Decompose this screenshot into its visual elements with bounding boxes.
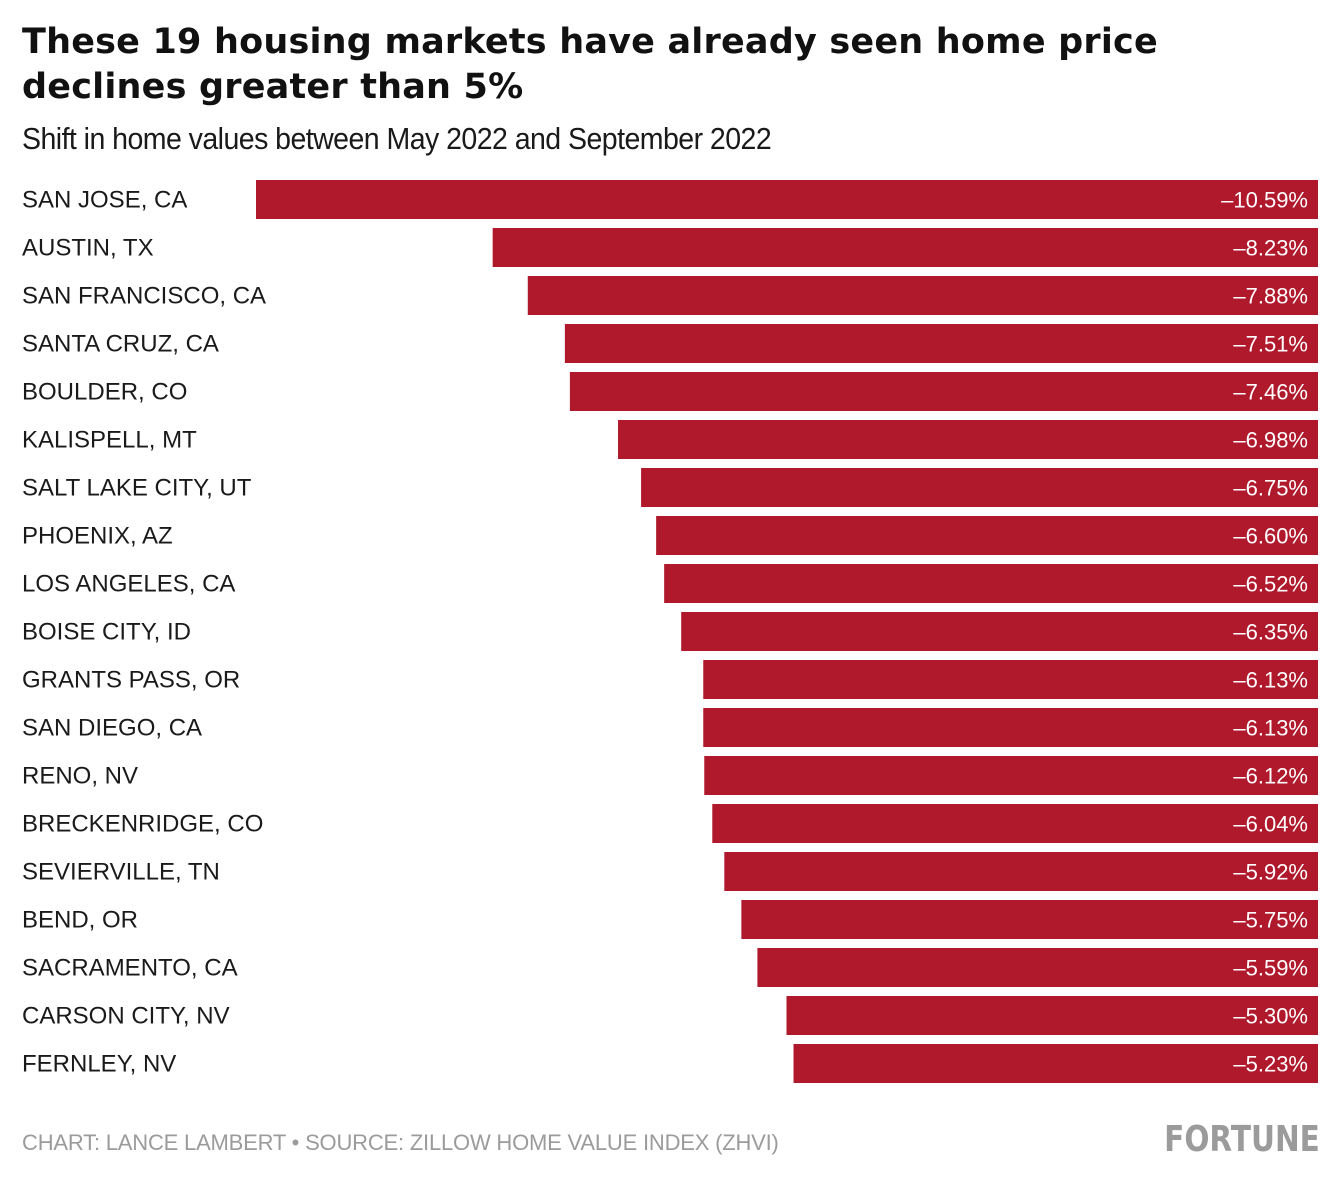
value-label-reno-nv: –6.12%: [1233, 764, 1308, 789]
bar-san-diego-ca: [703, 708, 1318, 747]
category-label-carson-city-nv: CARSON CITY, NV: [22, 1003, 230, 1030]
value-label-breckenridge-co: –6.04%: [1233, 812, 1308, 837]
bar-bend-or: [741, 900, 1318, 939]
category-label-bend-or: BEND, OR: [22, 907, 138, 934]
category-label-san-diego-ca: SAN DIEGO, CA: [22, 715, 202, 742]
value-label-san-francisco-ca: –7.88%: [1233, 284, 1308, 309]
bar-santa-cruz-ca: [564, 324, 1318, 363]
category-label-grants-pass-or: GRANTS PASS, OR: [22, 667, 240, 694]
category-label-salt-lake-city-ut: SALT LAKE CITY, UT: [22, 475, 252, 502]
category-label-reno-nv: RENO, NV: [22, 763, 138, 790]
category-label-santa-cruz-ca: SANTA CRUZ, CA: [22, 331, 219, 358]
bar-austin-tx: [492, 228, 1318, 267]
value-label-phoenix-az: –6.60%: [1233, 524, 1308, 549]
value-label-boulder-co: –7.46%: [1233, 380, 1308, 405]
value-label-fernley-nv: –5.23%: [1233, 1052, 1308, 1077]
bar-boise-city-id: [681, 612, 1318, 651]
bar-san-jose-ca: [256, 180, 1318, 219]
bar-kalispell-mt: [618, 420, 1318, 459]
category-label-los-angeles-ca: LOS ANGELES, CA: [22, 571, 235, 598]
bar-breckenridge-co: [712, 804, 1318, 843]
category-label-boulder-co: BOULDER, CO: [22, 379, 187, 406]
category-label-san-jose-ca: SAN JOSE, CA: [22, 187, 187, 214]
value-label-san-diego-ca: –6.13%: [1233, 716, 1308, 741]
category-label-austin-tx: AUSTIN, TX: [22, 235, 154, 262]
bar-fernley-nv: [793, 1044, 1318, 1083]
category-labels: SAN JOSE, CA AUSTIN, TX SAN FRANCISCO, CA S…: [22, 187, 266, 1078]
category-label-san-francisco-ca: SAN FRANCISCO, CA: [22, 283, 266, 310]
category-label-sacramento-ca: SACRAMENTO, CA: [22, 955, 238, 982]
value-label-carson-city-nv: –5.30%: [1233, 1004, 1308, 1029]
value-label-santa-cruz-ca: –7.51%: [1233, 332, 1308, 357]
category-label-fernley-nv: FERNLEY, NV: [22, 1051, 176, 1078]
bars: [256, 180, 1318, 1083]
bar-sevierville-tn: [724, 852, 1318, 891]
bar-boulder-co: [569, 372, 1318, 411]
value-label-austin-tx: –8.23%: [1233, 236, 1308, 261]
bar-grants-pass-or: [703, 660, 1318, 699]
bar-los-angeles-ca: [664, 564, 1318, 603]
bar-reno-nv: [704, 756, 1318, 795]
value-label-salt-lake-city-ut: –6.75%: [1233, 476, 1308, 501]
value-label-bend-or: –5.75%: [1233, 908, 1308, 933]
value-label-san-jose-ca: –10.59%: [1221, 188, 1308, 213]
value-label-sevierville-tn: –5.92%: [1233, 860, 1308, 885]
bar-chart: SAN JOSE, CA AUSTIN, TX SAN FRANCISCO, CA S…: [22, 180, 1318, 1083]
value-labels: –10.59% –8.23% –7.88% –7.51% –7.46% –6.98% –6.…: [1221, 188, 1308, 1077]
bar-carson-city-nv: [786, 996, 1318, 1035]
category-label-sevierville-tn: SEVIERVILLE, TN: [22, 859, 220, 886]
chart-title: These 19 housing markets have already se…: [22, 22, 1158, 107]
category-label-boise-city-id: BOISE CITY, ID: [22, 619, 191, 646]
bar-san-francisco-ca: [527, 276, 1318, 315]
brand-logo: FORTUNE: [1164, 1119, 1320, 1160]
value-label-los-angeles-ca: –6.52%: [1233, 572, 1308, 597]
value-label-kalispell-mt: –6.98%: [1233, 428, 1308, 453]
category-label-phoenix-az: PHOENIX, AZ: [22, 523, 173, 550]
category-label-breckenridge-co: BRECKENRIDGE, CO: [22, 811, 263, 838]
value-label-boise-city-id: –6.35%: [1233, 620, 1308, 645]
value-label-sacramento-ca: –5.59%: [1233, 956, 1308, 981]
bar-sacramento-ca: [757, 948, 1318, 987]
chart-credit: CHART: LANCE LAMBERT • SOURCE: ZILLOW HO…: [22, 1130, 779, 1155]
category-label-kalispell-mt: KALISPELL, MT: [22, 427, 197, 454]
bar-salt-lake-city-ut: [641, 468, 1318, 507]
chart-subtitle: Shift in home values between May 2022 an…: [22, 121, 772, 156]
value-label-grants-pass-or: –6.13%: [1233, 668, 1308, 693]
bar-phoenix-az: [656, 516, 1318, 555]
